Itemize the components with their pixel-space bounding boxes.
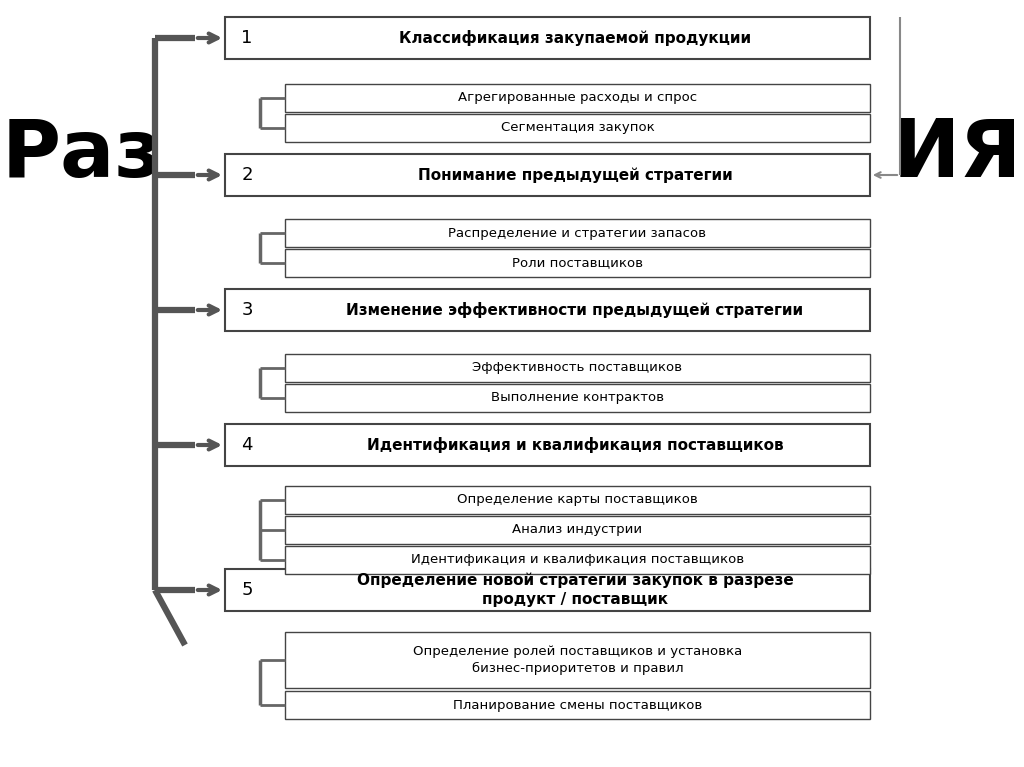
- Text: Роли поставщиков: Роли поставщиков: [512, 256, 643, 269]
- Text: Агрегированные расходы и спрос: Агрегированные расходы и спрос: [458, 91, 697, 104]
- Text: 5: 5: [242, 581, 253, 599]
- Bar: [285, 384, 870, 412]
- Bar: [285, 691, 870, 719]
- Text: 2: 2: [242, 166, 253, 184]
- Text: Анализ индустрии: Анализ индустрии: [512, 524, 643, 536]
- Bar: [225, 289, 870, 331]
- Text: Идентификация и квалификация поставщиков: Идентификация и квалификация поставщиков: [411, 554, 744, 567]
- Text: ИЯ: ИЯ: [893, 116, 1022, 194]
- Text: Эффективность поставщиков: Эффективность поставщиков: [472, 361, 683, 374]
- Text: 1: 1: [242, 29, 253, 47]
- Text: 4: 4: [242, 436, 253, 454]
- Text: Идентификация и квалификация поставщиков: Идентификация и квалификация поставщиков: [367, 437, 783, 453]
- Bar: [225, 154, 870, 196]
- Text: Планирование смены поставщиков: Планирование смены поставщиков: [453, 699, 702, 712]
- Text: Распределение и стратегии запасов: Распределение и стратегии запасов: [449, 226, 707, 239]
- Bar: [285, 516, 870, 544]
- Bar: [285, 546, 870, 574]
- Text: 3: 3: [242, 301, 253, 319]
- Bar: [225, 424, 870, 466]
- Text: Сегментация закупок: Сегментация закупок: [501, 121, 654, 134]
- Text: Понимание предыдущей стратегии: Понимание предыдущей стратегии: [418, 167, 732, 183]
- Bar: [225, 569, 870, 611]
- Bar: [285, 114, 870, 142]
- Text: Определение ролей поставщиков и установка
бизнес-приоритетов и правил: Определение ролей поставщиков и установк…: [413, 646, 742, 674]
- Text: Изменение эффективности предыдущей стратегии: Изменение эффективности предыдущей страт…: [346, 302, 804, 318]
- Bar: [285, 249, 870, 277]
- Bar: [285, 354, 870, 382]
- Bar: [285, 219, 870, 247]
- Bar: [285, 486, 870, 514]
- Bar: [285, 84, 870, 112]
- Text: Раз: Раз: [2, 116, 163, 194]
- Bar: [225, 17, 870, 59]
- Text: Классификация закупаемой продукции: Классификация закупаемой продукции: [399, 30, 751, 46]
- Text: Определение карты поставщиков: Определение карты поставщиков: [457, 493, 698, 506]
- Text: Выполнение контрактов: Выполнение контрактов: [490, 391, 664, 404]
- Bar: [285, 632, 870, 688]
- Text: Определение новой стратегии закупок в разрезе
продукт / поставщик: Определение новой стратегии закупок в ра…: [356, 573, 794, 607]
